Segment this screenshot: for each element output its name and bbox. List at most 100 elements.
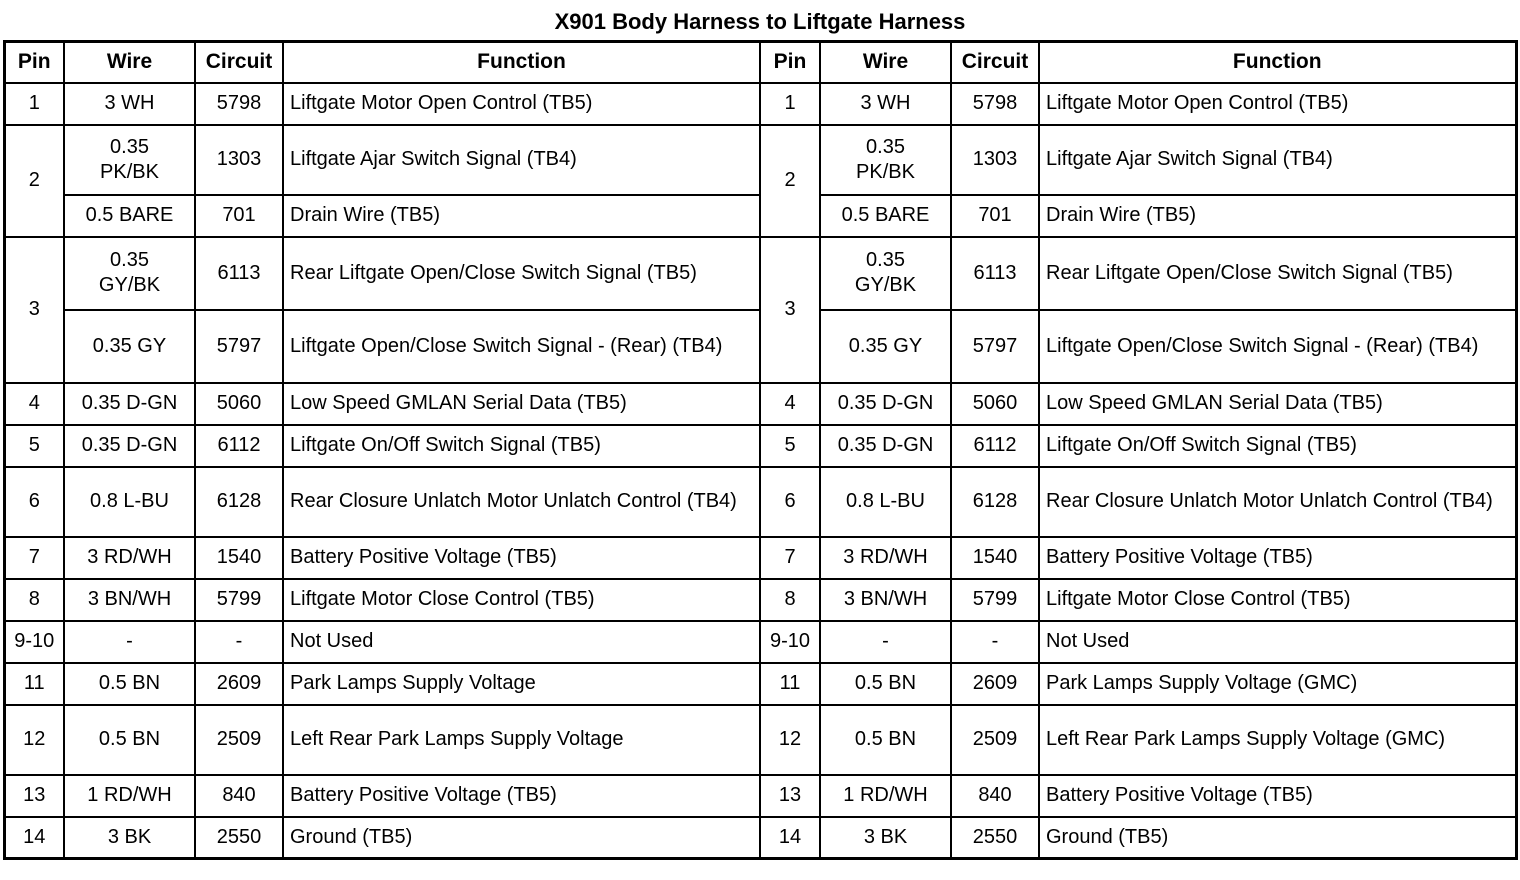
- wire-cell: 3 WH: [819, 81, 952, 126]
- table-row: 0.35 GY 5797 Liftgate Open/Close Switch …: [4, 308, 1517, 384]
- col-header-function: Function: [282, 40, 761, 84]
- pin-cell: 7: [3, 535, 65, 580]
- circuit-cell: -: [194, 619, 284, 664]
- function-cell: Not Used: [282, 619, 761, 664]
- circuit-cell: 2509: [194, 703, 284, 776]
- circuit-cell: 701: [194, 193, 284, 238]
- pin-cell: 1: [3, 81, 65, 126]
- function-cell: Left Rear Park Lamps Supply Voltage: [282, 703, 761, 776]
- wire-cell: -: [63, 619, 196, 664]
- col-header-wire: Wire: [63, 40, 196, 84]
- circuit-cell: 6112: [950, 423, 1040, 468]
- circuit-cell: 2550: [950, 815, 1040, 860]
- wire-cell: 0.35 GY: [63, 308, 196, 384]
- pin-cell: 1: [759, 81, 821, 126]
- function-cell: Ground (TB5): [1038, 815, 1517, 860]
- function-cell: Ground (TB5): [282, 815, 761, 860]
- function-cell: Park Lamps Supply Voltage (GMC): [1038, 661, 1517, 706]
- pin-cell: 2: [3, 123, 65, 238]
- circuit-cell: 6113: [950, 235, 1040, 311]
- circuit-cell: 5060: [950, 381, 1040, 426]
- col-header-function: Function: [1038, 40, 1517, 84]
- wire-cell: 0.8 L-BU: [819, 465, 952, 538]
- pin-cell: 13: [759, 773, 821, 818]
- function-cell: Liftgate Motor Open Control (TB5): [282, 81, 761, 126]
- pin-cell: 14: [759, 815, 821, 860]
- circuit-cell: 5797: [950, 308, 1040, 384]
- circuit-cell: 5799: [950, 577, 1040, 622]
- circuit-cell: 5060: [194, 381, 284, 426]
- table-row: 1 3 WH 5798 Liftgate Motor Open Control …: [3, 81, 1517, 126]
- wire-cell: 0.35 GY/BK: [819, 235, 952, 311]
- circuit-cell: 840: [194, 773, 284, 818]
- circuit-cell: 840: [950, 773, 1040, 818]
- pin-cell: 3: [3, 235, 65, 384]
- wire-cell: -: [819, 619, 952, 664]
- document-title: X901 Body Harness to Liftgate Harness: [554, 9, 966, 34]
- table-row: 7 3 RD/WH 1540 Battery Positive Voltage …: [3, 535, 1517, 580]
- table-row: 12 0.5 BN 2509 Left Rear Park Lamps Supp…: [3, 703, 1517, 776]
- wire-cell: 3 BK: [63, 815, 196, 860]
- table-row: 13 1 RD/WH 840 Battery Positive Voltage …: [3, 773, 1517, 818]
- header-row: Pin Wire Circuit Function Pin Wire Circu…: [3, 40, 1517, 84]
- circuit-cell: 6112: [194, 423, 284, 468]
- pin-cell: 9-10: [3, 619, 65, 664]
- circuit-cell: 2550: [194, 815, 284, 860]
- wire-cell: 0.35 GY/BK: [63, 235, 196, 311]
- circuit-cell: 1540: [194, 535, 284, 580]
- table-row: 3 0.35 GY/BK 6113 Rear Liftgate Open/Clo…: [3, 235, 1517, 384]
- circuit-cell: 5797: [194, 308, 284, 384]
- circuit-cell: 2609: [194, 661, 284, 706]
- wire-cell: 0.35 GY: [819, 308, 952, 384]
- function-cell: Low Speed GMLAN Serial Data (TB5): [1038, 381, 1517, 426]
- function-cell: Liftgate Motor Close Control (TB5): [282, 577, 761, 622]
- pin-cell: 11: [759, 661, 821, 706]
- function-cell: Liftgate Motor Open Control (TB5): [1038, 81, 1517, 126]
- pin-cell: 8: [3, 577, 65, 622]
- circuit-cell: 6113: [194, 235, 284, 311]
- table-row: 0.5 BARE 701 Drain Wire (TB5) 0.5 BARE 7…: [4, 193, 1517, 238]
- wire-cell: 3 BK: [819, 815, 952, 860]
- function-cell: Rear Liftgate Open/Close Switch Signal (…: [1038, 235, 1517, 311]
- pin-cell: 12: [759, 703, 821, 776]
- function-cell: Battery Positive Voltage (TB5): [282, 535, 761, 580]
- table-row: 11 0.5 BN 2609 Park Lamps Supply Voltage…: [3, 661, 1517, 706]
- function-cell: Liftgate Open/Close Switch Signal - (Rea…: [282, 308, 761, 384]
- function-cell: Battery Positive Voltage (TB5): [1038, 773, 1517, 818]
- pin-cell: 14: [3, 815, 65, 860]
- function-cell: Liftgate Motor Close Control (TB5): [1038, 577, 1517, 622]
- circuit-cell: 5798: [950, 81, 1040, 126]
- wire-cell: 3 RD/WH: [819, 535, 952, 580]
- wire-cell: 0.8 L-BU: [63, 465, 196, 538]
- function-cell: Not Used: [1038, 619, 1517, 664]
- wire-cell: 0.35 D-GN: [63, 381, 196, 426]
- wire-cell: 1 RD/WH: [63, 773, 196, 818]
- function-cell: Drain Wire (TB5): [1038, 193, 1517, 238]
- pin-cell: 8: [759, 577, 821, 622]
- pin-cell: 2: [759, 123, 821, 238]
- col-header-circuit: Circuit: [950, 40, 1040, 84]
- table-row: 8 3 BN/WH 5799 Liftgate Motor Close Cont…: [3, 577, 1517, 622]
- circuit-cell: 6128: [194, 465, 284, 538]
- wire-cell: 0.35 D-GN: [63, 423, 196, 468]
- pin-cell: 12: [3, 703, 65, 776]
- col-header-pin: Pin: [3, 40, 65, 84]
- wire-cell: 3 RD/WH: [63, 535, 196, 580]
- pin-cell: 4: [3, 381, 65, 426]
- function-cell: Liftgate Ajar Switch Signal (TB4): [1038, 123, 1517, 196]
- wire-cell: 0.5 BN: [63, 703, 196, 776]
- wire-cell: 3 BN/WH: [63, 577, 196, 622]
- circuit-cell: 5798: [194, 81, 284, 126]
- circuit-cell: 1303: [194, 123, 284, 196]
- circuit-cell: 5799: [194, 577, 284, 622]
- circuit-cell: 2509: [950, 703, 1040, 776]
- function-cell: Drain Wire (TB5): [282, 193, 761, 238]
- col-header-circuit: Circuit: [194, 40, 284, 84]
- function-cell: Liftgate On/Off Switch Signal (TB5): [282, 423, 761, 468]
- wire-cell: 0.5 BN: [63, 661, 196, 706]
- circuit-cell: 6128: [950, 465, 1040, 538]
- col-header-pin: Pin: [759, 40, 821, 84]
- function-cell: Rear Liftgate Open/Close Switch Signal (…: [282, 235, 761, 311]
- pin-cell: 3: [759, 235, 821, 384]
- table-row: 4 0.35 D-GN 5060 Low Speed GMLAN Serial …: [3, 381, 1517, 426]
